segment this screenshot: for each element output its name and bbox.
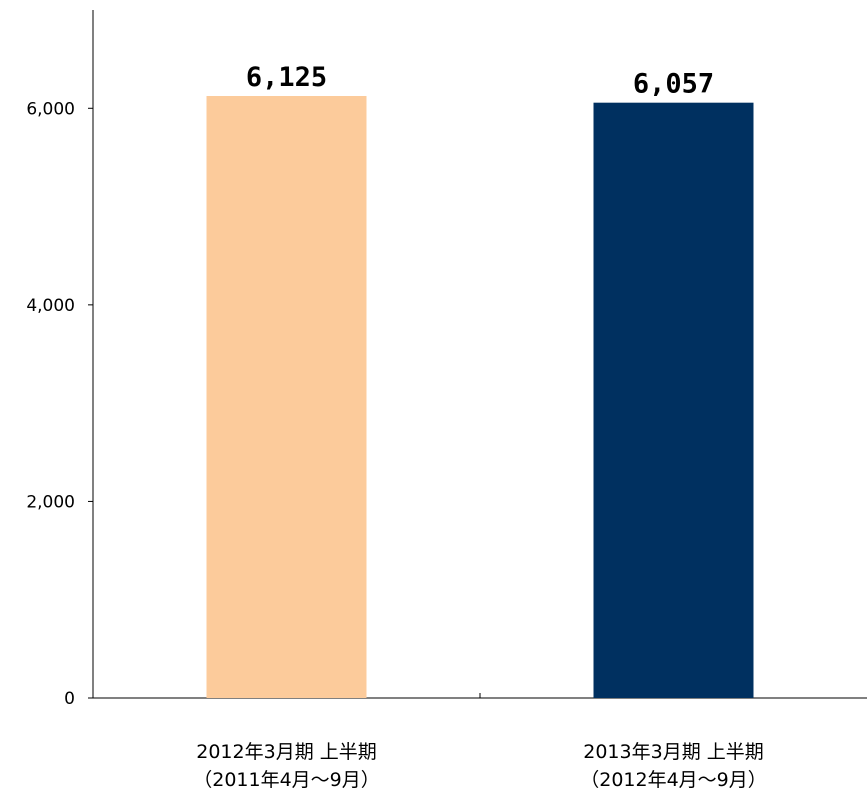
category-labels: 2012年3月期 上半期 （2011年4月～9月） 2013年3月期 上半期 （201… <box>193 741 767 791</box>
bar-value-label: 6,125 <box>246 62 327 93</box>
bar-value-label: 6,057 <box>633 69 714 100</box>
y-tick-label: 6,000 <box>26 99 75 119</box>
bar <box>593 102 754 699</box>
category-label: 2012年3月期 上半期 <box>196 741 376 763</box>
y-tick-label: 4,000 <box>26 296 75 316</box>
y-axis-ticks: 0 2,000 4,000 6,000 <box>26 99 93 709</box>
category-label: 2013年3月期 上半期 <box>583 741 763 763</box>
category-label: （2011年4月～9月） <box>193 769 380 791</box>
bars <box>206 96 754 699</box>
y-tick-label: 0 <box>64 689 75 709</box>
data-labels: 6,125 6,057 <box>246 62 714 100</box>
category-label: （2012年4月～9月） <box>580 769 767 791</box>
bar <box>206 96 367 698</box>
y-tick-label: 2,000 <box>26 492 75 512</box>
